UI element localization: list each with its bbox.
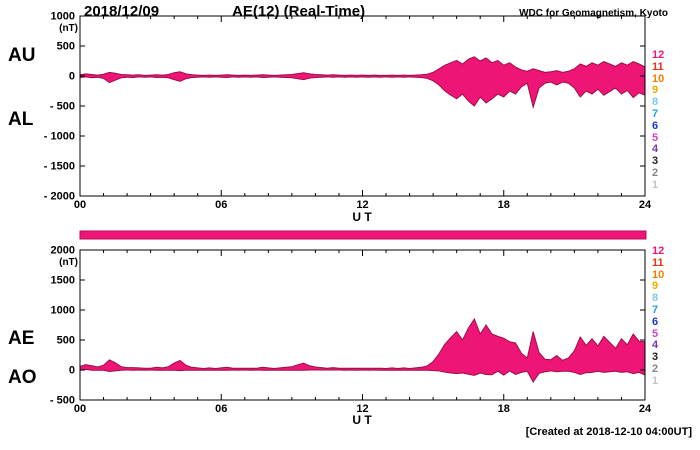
station-count-4: 4: [652, 143, 659, 156]
series-line-AL: [79, 76, 646, 110]
station-availability-bar: [79, 230, 647, 240]
y-tick-label: 1000: [51, 305, 75, 317]
y-axis-unit-top: (nT): [59, 23, 78, 34]
y-tick-label: 500: [57, 41, 75, 53]
x-tick-label: 24: [639, 403, 652, 415]
y-tick-label: - 500: [50, 395, 75, 407]
y-tick-label: - 1500: [44, 161, 75, 173]
plot-frame-AU-AL: [79, 15, 646, 197]
plot-frame-AE-AO: [79, 249, 646, 401]
y-tick-label: 2000: [51, 245, 75, 257]
station-count-8: 8: [652, 96, 659, 109]
station-count-8: 8: [652, 292, 659, 305]
x-tick-label: 18: [498, 199, 510, 211]
station-count-5: 5: [652, 131, 659, 144]
station-count-9: 9: [652, 280, 659, 293]
data-center-credit: WDC for Geomagnetism, Kyoto: [519, 8, 668, 19]
y-tick-label: - 2000: [44, 191, 75, 203]
station-count-6: 6: [652, 315, 659, 328]
x-axis-label-top: U T: [352, 210, 372, 224]
y-tick-label: 1500: [51, 275, 75, 287]
station-count-6: 6: [652, 119, 659, 132]
station-count-3: 3: [652, 351, 659, 364]
station-count-legend-bottom: 12 11 10 9 8 7 6 5 4 3 2 1: [652, 245, 665, 388]
series-area-AU-AL: [80, 56, 645, 108]
index-label-ae: AE: [8, 328, 35, 349]
series-area-AE-AO: [80, 319, 645, 382]
y-tick-label: 500: [57, 335, 75, 347]
station-count-3: 3: [652, 155, 659, 168]
x-tick-label: 06: [215, 199, 227, 211]
station-count-7: 7: [652, 303, 659, 316]
station-count-11: 11: [652, 256, 664, 269]
x-axis-label-bottom: U T: [352, 413, 372, 427]
y-tick-label: 0: [69, 365, 75, 377]
y-tick-label: - 1000: [44, 131, 75, 143]
y-tick-label: 1000: [51, 11, 75, 23]
station-count-legend-top: 12 11 10 9 8 7 6 5 4 3 2 1: [652, 49, 665, 192]
y-axis-unit-bottom: (nT): [59, 257, 78, 268]
y-tick-label: - 500: [50, 101, 75, 113]
index-label-au: AU: [8, 45, 36, 66]
index-label-ao: AO: [8, 367, 37, 388]
x-tick-label: 06: [215, 403, 227, 415]
x-tick-label: 12: [356, 403, 368, 415]
x-tick-label: 18: [498, 403, 510, 415]
station-count-12: 12: [652, 49, 665, 61]
station-count-1: 1: [652, 178, 659, 191]
index-label-al: AL: [8, 109, 34, 130]
series-line-AO: [79, 368, 646, 383]
plot-date: 2018/12/09: [84, 3, 160, 20]
x-tick-label: 12: [356, 199, 368, 211]
station-count-2: 2: [652, 166, 659, 179]
station-count-7: 7: [652, 107, 659, 120]
station-count-5: 5: [652, 327, 659, 340]
plot-title: AE(12) (Real-Time): [232, 3, 366, 20]
station-count-10: 10: [652, 268, 665, 281]
created-timestamp: [Created at 2018-12-10 04:00UT]: [525, 426, 692, 438]
y-tick-label: 0: [69, 71, 75, 83]
station-count-2: 2: [652, 362, 659, 375]
series-line-AU: [79, 56, 646, 76]
x-tick-label: 00: [74, 403, 86, 415]
x-tick-label: 00: [74, 199, 86, 211]
station-count-4: 4: [652, 339, 659, 352]
station-count-12: 12: [652, 245, 665, 257]
station-count-10: 10: [652, 72, 665, 85]
series-line-AE: [79, 317, 646, 370]
station-count-9: 9: [652, 84, 659, 97]
station-count-11: 11: [652, 60, 664, 73]
station-count-1: 1: [652, 374, 659, 387]
x-tick-label: 24: [639, 199, 652, 211]
